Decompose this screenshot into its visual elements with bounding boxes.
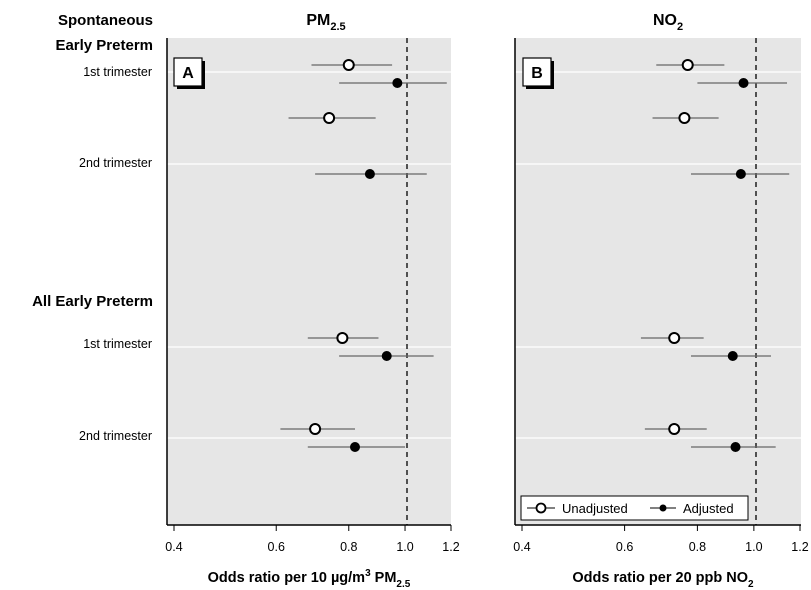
- letter-box: [522, 57, 552, 87]
- x-tick-label: 0.4: [165, 540, 182, 554]
- unadjusted-point: [323, 112, 336, 124]
- panel-b: B 0.4 0.6 0.8 1.0 1.2 Unadjusted Adjusted Od…: [513, 38, 809, 590]
- row-label-1st-trimester: 1st trimester: [83, 65, 152, 79]
- x-tick-label: 1.0: [745, 540, 762, 554]
- legend-box: [520, 495, 749, 521]
- legend-adjusted-label: Adjusted: [683, 501, 734, 516]
- x-tick-label: 0.6: [616, 540, 633, 554]
- row-labels: Spontaneous Early Preterm 1st trimester …: [32, 12, 153, 443]
- unadjusted-point: [678, 112, 691, 124]
- panel-b-x-ticks: 0.4 0.6 0.8 1.0 1.2: [513, 525, 809, 554]
- panel-a-background: [167, 38, 451, 525]
- panel-a-gridlines: [167, 71, 451, 439]
- letter-box: [173, 57, 203, 87]
- legend: Unadjusted Adjusted: [520, 495, 749, 521]
- adjusted-point: [364, 169, 375, 179]
- x-tick-label: 0.4: [513, 540, 530, 554]
- group-label-spontaneous-line1: Spontaneous: [58, 12, 153, 29]
- panel-a: A 0.4 0.6 0.8 1.0 1.2 Odds ratio per 10 µg/m…: [165, 38, 460, 590]
- x-tick-label: 1.0: [396, 540, 413, 554]
- x-tick-label: 1.2: [791, 540, 808, 554]
- panel-b-x-axis-label: Odds ratio per 20 ppb NO2: [572, 570, 754, 590]
- panel-a-title: PM2.5: [306, 12, 345, 33]
- group-label-all-early-preterm: All Early Preterm: [32, 293, 153, 310]
- panel-a-letter: A: [182, 65, 194, 82]
- adjusted-point: [392, 78, 403, 88]
- panel-b-title: NO2: [653, 12, 683, 33]
- panel-b-letter-box: B: [522, 57, 554, 89]
- x-tick-label: 0.6: [268, 540, 285, 554]
- adjusted-point: [730, 442, 741, 452]
- group-label-spontaneous-line2: Early Preterm: [55, 37, 153, 54]
- row-label-2nd-trimester: 2nd trimester: [79, 156, 152, 170]
- x-tick-label: 1.2: [442, 540, 459, 554]
- row-label-2nd-trimester: 2nd trimester: [79, 429, 152, 443]
- panel-a-letter-box: A: [173, 57, 205, 89]
- panel-b-letter: B: [531, 65, 543, 82]
- panel-a-marks: [280, 59, 447, 452]
- adjusted-point: [349, 442, 360, 452]
- adjusted-point: [738, 78, 749, 88]
- adjusted-point: [381, 351, 392, 361]
- unadjusted-point: [681, 59, 694, 71]
- panel-a-x-ticks: 0.4 0.6 0.8 1.0 1.2: [165, 525, 460, 554]
- x-tick-label: 0.8: [340, 540, 357, 554]
- row-label-1st-trimester: 1st trimester: [83, 337, 152, 351]
- legend-unadjusted-label: Unadjusted: [562, 501, 628, 516]
- panel-a-x-axis-label: Odds ratio per 10 µg/m3 PM2.5: [208, 568, 411, 590]
- unadjusted-point: [342, 59, 355, 71]
- adjusted-point: [735, 169, 746, 179]
- panel-b-background: [515, 38, 801, 525]
- unadjusted-point: [668, 423, 681, 435]
- panel-b-gridlines: [515, 71, 801, 439]
- unadjusted-point: [668, 332, 681, 344]
- legend-adjusted-marker: [659, 504, 667, 512]
- legend-unadjusted-marker: [535, 502, 547, 514]
- panel-b-marks: [640, 59, 790, 452]
- adjusted-point: [727, 351, 738, 361]
- unadjusted-point: [336, 332, 349, 344]
- unadjusted-point: [309, 423, 322, 435]
- x-tick-label: 0.8: [689, 540, 706, 554]
